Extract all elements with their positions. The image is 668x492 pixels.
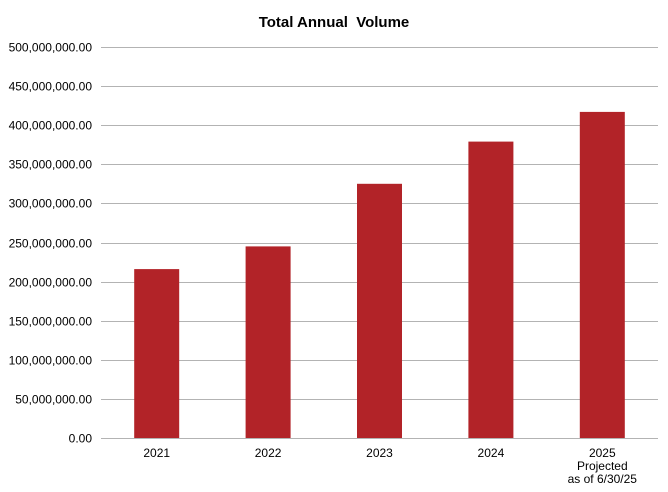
x-tick-label-line: 2021 [143,446,170,460]
x-tick-label-line: 2023 [366,446,393,460]
y-tick-label: 400,000,000.00 [9,119,93,133]
y-tick-label: 350,000,000.00 [9,158,93,172]
bar [134,269,180,438]
y-tick-label: 450,000,000.00 [9,80,93,94]
x-tick-label-line: 2022 [255,446,282,460]
y-tick-label: 100,000,000.00 [9,354,93,368]
bar [579,111,625,439]
y-tick-label: 500,000,000.00 [9,41,93,55]
x-tick-label: 2022 [255,446,282,460]
grid-lines [101,47,658,439]
y-tick-label: 50,000,000.00 [15,393,92,407]
y-tick-label: 300,000,000.00 [9,197,93,211]
x-tick-label: 2021 [143,446,170,460]
bars [134,111,625,439]
chart-title: Total Annual Volume [258,14,410,31]
x-axis-tick-labels: 2021 2022 2023 2024 2025 Projected as of 6/30/… [143,446,637,486]
y-tick-label: 0.00 [69,432,93,446]
y-tick-label: 150,000,000.00 [9,315,93,329]
y-tick-label: 200,000,000.00 [9,276,93,290]
x-tick-label-line: 2025 [589,446,616,460]
y-tick-label: 250,000,000.00 [9,237,93,251]
y-axis-tick-labels: 0.00 50,000,000.00 100,000,000.00 150,000,0… [9,41,93,446]
x-tick-label: 2024 [478,446,505,460]
x-tick-label-line: 2024 [478,446,505,460]
bar [245,246,291,438]
x-tick-label-line: Projected [577,459,628,473]
x-tick-label: 2023 [366,446,393,460]
bar [468,141,514,438]
x-tick-label-line: as of 6/30/25 [568,472,638,486]
x-tick-label: 2025 Projected as of 6/30/25 [568,446,638,486]
bar [357,183,402,438]
